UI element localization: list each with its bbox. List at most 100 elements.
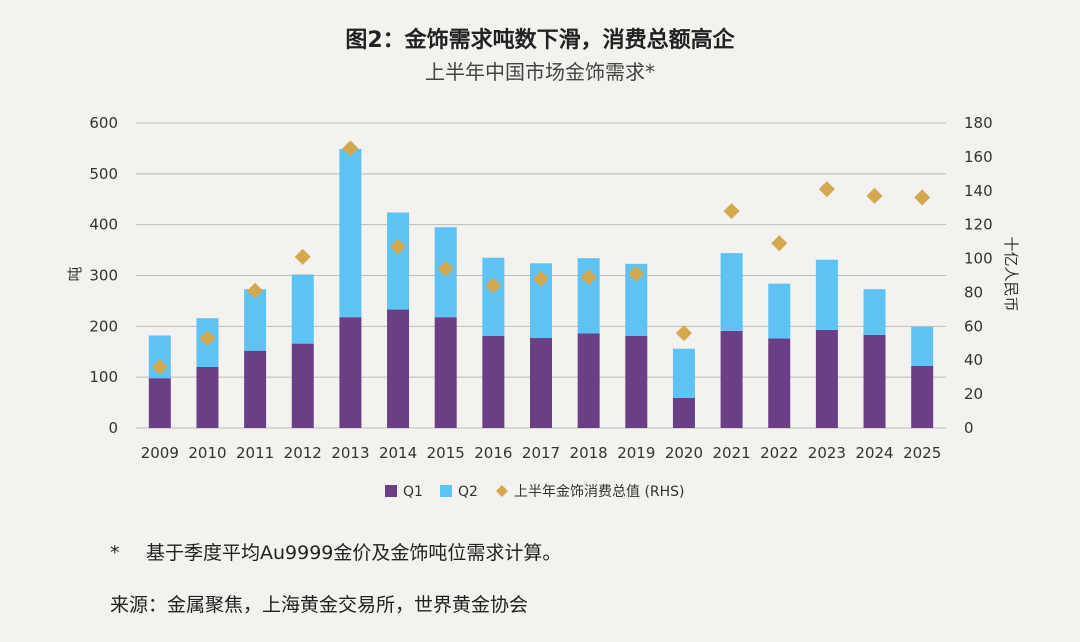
q1-bar xyxy=(434,317,457,428)
y-tick-label: 0 xyxy=(108,419,118,437)
legend: Q1 Q2 上半年金饰消费总值 (RHS) xyxy=(385,484,685,500)
q2-bar xyxy=(482,257,505,336)
y2-tick-label: 120 xyxy=(964,216,993,234)
total-value-point xyxy=(580,269,597,286)
x-tick-label: 2009 xyxy=(141,444,179,462)
right-axis-ticks: 0 20 40 60 80 100 120 140 160 180 xyxy=(964,114,993,437)
total-value-point xyxy=(533,270,549,287)
x-tick-label: 2011 xyxy=(236,444,274,462)
total-value-point xyxy=(199,330,216,347)
q1-bar xyxy=(196,367,219,428)
left-axis-ticks: 0 100 200 300 400 500 600 xyxy=(89,114,118,437)
x-tick-label: 2010 xyxy=(188,444,226,462)
y-tick-label: 200 xyxy=(89,317,118,335)
total-value-point xyxy=(485,277,502,294)
q2-bar xyxy=(387,212,410,310)
x-tick-label: 2012 xyxy=(284,444,322,462)
y-tick-label: 500 xyxy=(89,165,118,183)
q1-bar xyxy=(291,343,314,428)
legend-q2-swatch xyxy=(440,485,452,497)
legend-total-marker xyxy=(496,485,508,497)
right-axis-label: 十亿人民币 xyxy=(1002,236,1020,311)
q1-bar xyxy=(530,338,552,428)
y2-tick-label: 20 xyxy=(964,385,983,403)
x-tick-label: 2021 xyxy=(712,444,750,462)
footnote: * 基于季度平均Au9999金价及金饰吨位需求计算。 xyxy=(110,538,561,590)
y2-tick-label: 100 xyxy=(964,250,993,268)
q2-bar xyxy=(911,326,934,366)
total-value-point xyxy=(771,235,788,252)
y-tick-label: 600 xyxy=(89,114,118,132)
total-value-points xyxy=(151,140,931,375)
bar-series xyxy=(148,148,934,428)
q1-bar xyxy=(672,398,695,428)
q2-bar xyxy=(672,348,695,399)
x-tick-label: 2014 xyxy=(379,444,417,462)
total-value-point xyxy=(151,359,168,375)
q1-bar xyxy=(815,329,838,428)
q2-bar xyxy=(863,289,886,335)
q1-bar xyxy=(339,317,362,428)
q2-bar xyxy=(625,263,648,336)
q1-bar xyxy=(720,330,743,428)
y2-tick-label: 60 xyxy=(964,317,983,335)
x-tick-label: 2017 xyxy=(522,444,560,462)
total-value-point xyxy=(628,265,645,282)
y2-tick-label: 160 xyxy=(964,148,993,166)
chart-title: 图2：金饰需求吨数下滑，消费总额高企 xyxy=(345,28,735,53)
q1-bar xyxy=(625,335,648,428)
legend-total-label: 上半年金饰消费总值 (RHS) xyxy=(514,484,685,500)
total-value-point xyxy=(247,282,264,299)
x-tick-label: 2020 xyxy=(665,444,703,462)
q1-bar xyxy=(482,335,505,428)
x-axis-ticks: 2009 2010 2011 2012 2013 2014 2015 2016 2017 2018… xyxy=(141,444,942,462)
x-tick-label: 2023 xyxy=(808,444,846,462)
y2-tick-label: 0 xyxy=(964,419,974,437)
footnote-text: 基于季度平均Au9999金价及金饰吨位需求计算。 xyxy=(146,542,562,564)
x-tick-label: 2018 xyxy=(570,444,608,462)
total-value-point xyxy=(342,140,359,157)
total-value-point xyxy=(914,189,931,206)
total-value-point xyxy=(437,260,454,277)
source-note: 来源：金属聚焦，上海黄金交易所，世界黄金协会 xyxy=(110,594,529,616)
y-tick-label: 300 xyxy=(89,267,118,285)
gold-jewellery-demand-chart: 0 100 200 300 400 500 600 0 20 40 60 80 100 120 140 16… xyxy=(66,114,1020,500)
legend-q1-label: Q1 xyxy=(403,484,423,500)
x-tick-label: 2022 xyxy=(760,444,798,462)
total-value-point xyxy=(675,325,692,342)
q2-bar xyxy=(244,289,267,351)
x-tick-label: 2016 xyxy=(474,444,512,462)
left-axis-label: 吨 xyxy=(66,266,84,281)
q1-bar xyxy=(148,378,171,428)
q1-bar xyxy=(768,338,791,428)
q1-bar xyxy=(863,334,886,428)
footnote-marker: * xyxy=(110,542,120,564)
y-tick-label: 100 xyxy=(89,368,118,386)
total-value-point xyxy=(866,187,883,204)
x-tick-label: 2019 xyxy=(617,444,655,462)
chart-subtitle: 上半年中国市场金饰需求* xyxy=(425,60,655,84)
q2-bar xyxy=(291,274,314,344)
legend-q2-label: Q2 xyxy=(458,484,478,500)
y-tick-label: 400 xyxy=(89,216,118,234)
y2-tick-label: 140 xyxy=(964,182,993,200)
x-tick-label: 2024 xyxy=(855,444,893,462)
q1-bar xyxy=(911,365,934,428)
q1-bar xyxy=(244,350,267,428)
x-tick-label: 2025 xyxy=(903,444,941,462)
q2-bar xyxy=(720,253,743,331)
q1-bar xyxy=(577,333,600,428)
q1-bar xyxy=(387,309,410,428)
q2-bar xyxy=(339,148,362,318)
y2-tick-label: 180 xyxy=(964,114,993,132)
x-tick-label: 2015 xyxy=(427,444,465,462)
x-tick-label: 2013 xyxy=(331,444,369,462)
total-value-point xyxy=(294,248,311,265)
total-value-point xyxy=(723,203,740,220)
y2-tick-label: 40 xyxy=(964,351,983,369)
q2-bar xyxy=(768,283,791,339)
legend-q1-swatch xyxy=(385,485,397,497)
y2-tick-label: 80 xyxy=(964,283,983,301)
q2-bar xyxy=(815,259,838,330)
q2-bar xyxy=(530,263,552,339)
